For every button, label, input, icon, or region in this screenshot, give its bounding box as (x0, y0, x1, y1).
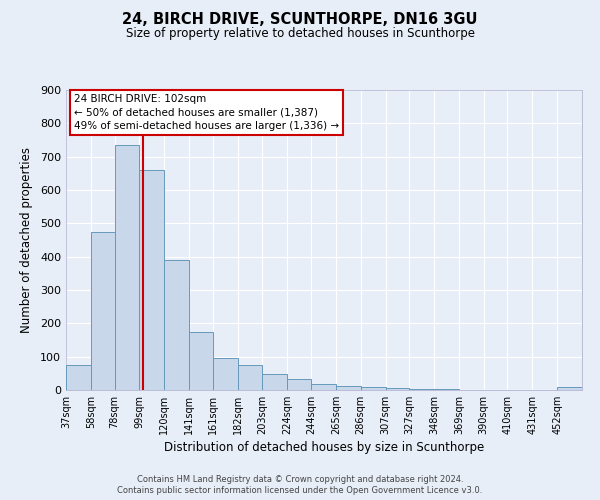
Text: Size of property relative to detached houses in Scunthorpe: Size of property relative to detached ho… (125, 28, 475, 40)
Y-axis label: Number of detached properties: Number of detached properties (20, 147, 33, 333)
Bar (213, 358, 238, 390)
Bar (238, 365, 262, 390)
Bar (91, 232, 115, 390)
Bar (164, 260, 189, 390)
X-axis label: Distribution of detached houses by size in Scunthorpe: Distribution of detached houses by size … (164, 441, 484, 454)
Bar (361, 388, 386, 390)
Text: Contains public sector information licensed under the Open Government Licence v3: Contains public sector information licen… (118, 486, 482, 495)
Bar (287, 379, 311, 390)
Bar (409, 389, 434, 390)
Bar (557, 388, 582, 390)
Text: Contains HM Land Registry data © Crown copyright and database right 2024.: Contains HM Land Registry data © Crown c… (137, 475, 463, 484)
Bar (336, 386, 361, 390)
Bar (262, 374, 287, 390)
Bar (189, 332, 213, 390)
Bar (311, 384, 336, 390)
Bar (434, 389, 459, 390)
Text: 24, BIRCH DRIVE, SCUNTHORPE, DN16 3GU: 24, BIRCH DRIVE, SCUNTHORPE, DN16 3GU (122, 12, 478, 28)
Bar (66, 365, 91, 390)
Text: 24 BIRCH DRIVE: 102sqm
← 50% of detached houses are smaller (1,387)
49% of semi-: 24 BIRCH DRIVE: 102sqm ← 50% of detached… (74, 94, 339, 131)
Bar (115, 145, 139, 390)
Bar (386, 388, 409, 390)
Bar (139, 170, 164, 390)
